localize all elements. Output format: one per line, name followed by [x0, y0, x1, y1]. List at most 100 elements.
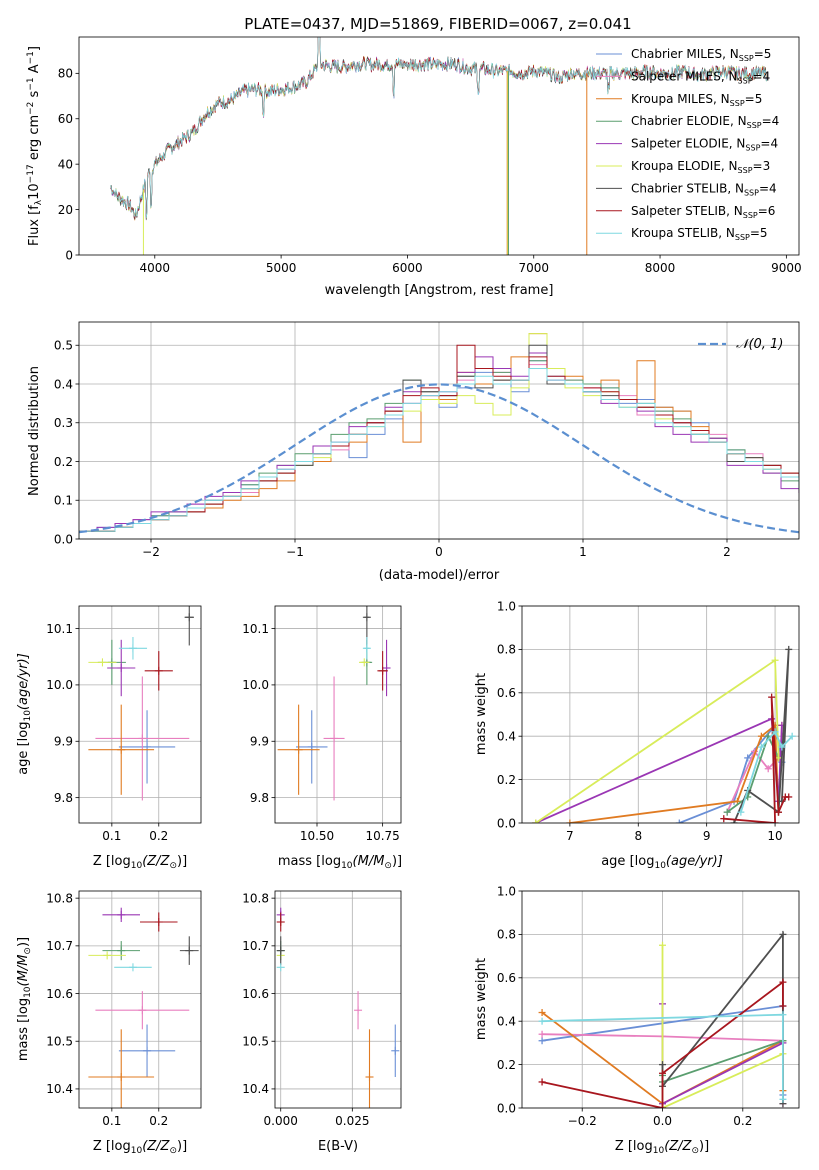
z-age-xlabel: Z [log10(Z/Z⊙)]	[93, 854, 187, 871]
z-weight-xlabel-part: 10	[653, 1146, 665, 1156]
residuals-xtick-label: 1	[579, 545, 587, 559]
legend-entry-name: Salpeter STELIB, N	[631, 204, 743, 218]
legend-entry-sub: SSP	[738, 76, 753, 85]
mass-age-ytick-label: 10.1	[242, 622, 269, 636]
z-age-xlabel-part: (Z/Z	[142, 854, 170, 869]
age-weight-ytick-label: 0.4	[497, 730, 516, 744]
age-weight-ylabel: mass weight	[474, 673, 489, 755]
z-age-point	[118, 637, 148, 660]
ebv-mass-xlabel: E(B-V)	[318, 1139, 358, 1154]
histogram-salpeter-elodie	[79, 352, 799, 539]
legend-entry-name: Chabrier ELODIE, N	[631, 114, 747, 128]
z-age-xlabel-part: ⊙	[169, 861, 177, 871]
legend-entry: Chabrier STELIB, NSSP=4	[631, 181, 777, 197]
legend-normal-label: 𝒩(0, 1)	[736, 337, 783, 352]
z-age-xlabel-part: Z [log	[93, 854, 131, 869]
residuals-frame	[78, 321, 800, 540]
mass-age-frame	[274, 605, 402, 824]
ebv-mass-ytick-label: 10.5	[242, 1035, 269, 1049]
z-age-point	[118, 710, 176, 784]
mass-age-point	[362, 606, 371, 646]
z-age-ylabel-part: (age/yr)]	[16, 653, 31, 710]
legend-entry-sub: SSP	[730, 99, 745, 108]
age-weight-plot	[532, 645, 796, 823]
legend-entry-nssp: =3	[753, 159, 771, 173]
ebv-mass-point	[276, 936, 285, 965]
z-mass-ylabel: mass [log10(M/M⊙)]	[16, 937, 33, 1061]
ebv-mass-ytick-label: 10.8	[242, 891, 269, 905]
z-mass-ytick-label: 10.6	[46, 987, 73, 1001]
ebv-mass-point	[365, 1029, 374, 1108]
z-mass-ytick-label: 10.5	[46, 1035, 73, 1049]
z-age-ytick-label: 9.9	[54, 735, 73, 749]
mass-age-xlabel: mass [log10(M/M⊙)]	[278, 854, 402, 871]
spectrum-xtick-label: 9000	[771, 261, 802, 275]
legend-entry: Salpeter ELODIE, NSSP=4	[631, 137, 778, 153]
histogram-salpeter-miles	[79, 364, 799, 539]
spectrum-xtick-label: 6000	[392, 261, 423, 275]
z-age-plot	[88, 606, 194, 801]
z-weight-line-chabrier-stelib	[661, 931, 784, 1104]
age-weight-xtick-label: 7	[566, 829, 574, 843]
age-weight-ytick-label: 0.8	[497, 643, 516, 657]
age-weight-xlabel-part: (age/yr)]	[666, 854, 723, 869]
z-mass-point	[88, 951, 126, 960]
spectrum-plot	[110, 37, 768, 255]
spectrum-ytick-label: 60	[58, 112, 73, 126]
z-mass-ylabel-part: mass [log	[16, 998, 31, 1061]
age-weight-xlabel-part: 10	[654, 861, 666, 871]
z-mass: 0.1 0.210.410.510.610.710.8Z [log10(Z/Z⊙)…	[16, 890, 202, 1156]
residuals-xtick-label: −2	[142, 545, 160, 559]
legend-entry-nssp: =6	[758, 204, 776, 218]
spectrum-ytick-label: 0	[65, 248, 73, 262]
figure-title: PLATE=0437, MJD=51869, FIBERID=0067, z=0…	[244, 15, 631, 33]
ebv-mass-ytick-label: 10.6	[242, 987, 269, 1001]
legend-entry-name: Kroupa STELIB, N	[631, 226, 735, 240]
spectrum-ytick-label: 20	[58, 203, 73, 217]
z-age-ytick-label: 9.8	[54, 791, 73, 805]
z-mass-xtick-label: 0.1	[102, 1114, 121, 1128]
mass-age-point	[323, 676, 345, 801]
spectrum-ylabel-part: 10	[27, 183, 42, 200]
z-age-point	[107, 639, 136, 697]
legend-entry-sub: SSP	[745, 144, 760, 153]
legend-entry-sub: SSP	[738, 166, 753, 175]
z-age-point	[184, 606, 194, 646]
z-weight-ytick-label: 0.8	[497, 928, 516, 942]
mass-age-point	[277, 704, 320, 795]
ebv-mass-xtick-label: 0.025	[335, 1114, 369, 1128]
spectrum-xtick-label: 5000	[266, 261, 297, 275]
z-weight-ylabel: mass weight	[474, 958, 489, 1040]
mass-age-point	[382, 639, 391, 697]
spectrum-xlabel: wavelength [Angstrom, rest frame]	[325, 283, 554, 298]
z-mass-xtick-label: 0.2	[149, 1114, 168, 1128]
z-weight-line-salpeter-elodie	[661, 1003, 784, 1106]
mass-age-plot	[277, 606, 391, 801]
z-mass-point	[140, 912, 178, 932]
z-age-point	[144, 651, 173, 691]
spectrum-ylabel-part: erg cm	[27, 115, 42, 164]
mass-age-point	[377, 651, 388, 691]
z-mass-ylabel-part: (M/M	[16, 955, 31, 987]
residuals-ylabel: Normed distribution	[27, 366, 42, 496]
z-mass-xlabel-part: ⊙	[169, 1146, 177, 1156]
spectrum-ylabel-part: s	[27, 90, 42, 101]
z-mass-ylabel-part: ⊙	[23, 947, 33, 955]
legend-entry: Chabrier ELODIE, NSSP=4	[631, 114, 779, 130]
residuals-ytick-label: 0.4	[54, 377, 73, 391]
mass-age-ytick-label: 10.0	[242, 678, 269, 692]
z-age-ytick-label: 10.1	[46, 622, 73, 636]
spectrum-ytick-label: 80	[58, 67, 73, 81]
z-weight-xtick-label: −0.2	[568, 1114, 597, 1128]
ebv-mass-point	[276, 963, 285, 972]
mass-age-point	[359, 658, 370, 667]
z-mass-point	[118, 1024, 176, 1077]
z-mass-ytick-label: 10.8	[46, 891, 73, 905]
legend-entry-nssp: =5	[745, 92, 763, 106]
legend-entry-name: Kroupa MILES, N	[631, 92, 730, 106]
age-weight-ytick-label: 1.0	[497, 599, 516, 613]
residuals-ytick-label: 0.5	[54, 339, 73, 353]
legend-entry: Salpeter STELIB, NSSP=6	[631, 204, 775, 220]
legend-entry-nssp: =5	[754, 47, 772, 61]
